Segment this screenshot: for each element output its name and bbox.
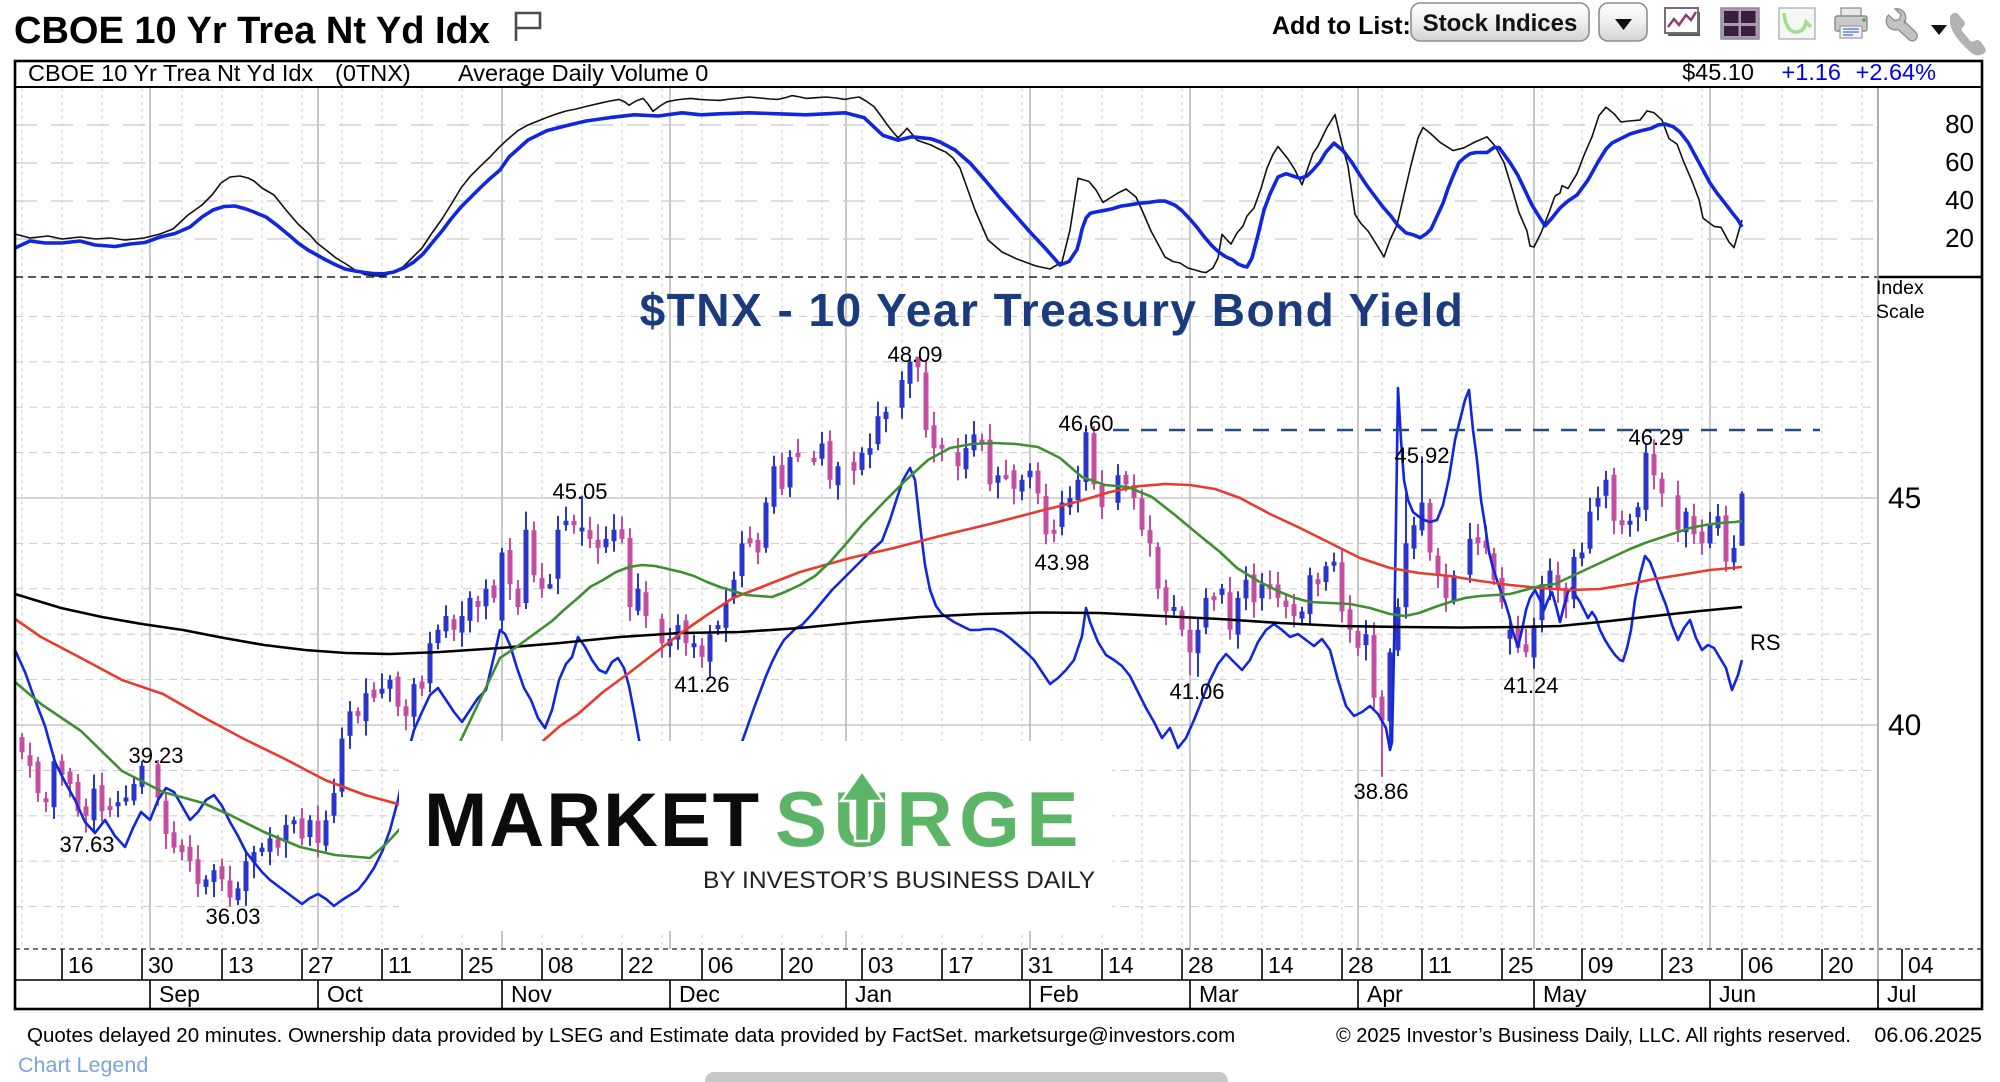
svg-text:Index: Index bbox=[1876, 277, 1924, 299]
svg-text:© 2025 Investor’s Business Dai: © 2025 Investor’s Business Daily, LLC. A… bbox=[1336, 1025, 1851, 1047]
svg-text:+1.16: +1.16 bbox=[1782, 59, 1841, 85]
svg-text:BY INVESTOR’S BUSINESS DAILY: BY INVESTOR’S BUSINESS DAILY bbox=[703, 867, 1095, 894]
svg-text:MARKET: MARKET bbox=[424, 778, 761, 863]
svg-text:20: 20 bbox=[1945, 223, 1974, 253]
svg-text:04: 04 bbox=[1908, 952, 1934, 978]
svg-text:06: 06 bbox=[1748, 952, 1774, 978]
svg-text:Apr: Apr bbox=[1367, 981, 1403, 1007]
svg-text:40: 40 bbox=[1945, 185, 1974, 215]
svg-text:Average Daily Volume 0: Average Daily Volume 0 bbox=[458, 60, 708, 86]
svg-text:31: 31 bbox=[1028, 952, 1054, 978]
svg-text:41.24: 41.24 bbox=[1503, 673, 1558, 698]
svg-text:RS: RS bbox=[1750, 630, 1781, 655]
svg-text:22: 22 bbox=[628, 952, 654, 978]
svg-text:14: 14 bbox=[1108, 952, 1134, 978]
svg-text:46.60: 46.60 bbox=[1058, 411, 1113, 436]
svg-text:39.23: 39.23 bbox=[128, 743, 183, 768]
svg-text:25: 25 bbox=[468, 952, 494, 978]
svg-text:SURGE: SURGE bbox=[775, 775, 1085, 863]
svg-text:08: 08 bbox=[548, 952, 574, 978]
svg-text:$TNX - 10 Year Treasury Bond Y: $TNX - 10 Year Treasury Bond Yield bbox=[640, 284, 1465, 336]
svg-text:14: 14 bbox=[1268, 952, 1294, 978]
svg-text:Feb: Feb bbox=[1039, 981, 1079, 1007]
svg-text:CBOE 10 Yr Trea Nt Yd Idx: CBOE 10 Yr Trea Nt Yd Idx bbox=[28, 60, 313, 86]
svg-text:46.29: 46.29 bbox=[1628, 425, 1683, 450]
svg-text:Jun: Jun bbox=[1719, 981, 1756, 1007]
svg-text:20: 20 bbox=[1828, 952, 1854, 978]
svg-text:06: 06 bbox=[708, 952, 734, 978]
svg-text:37.63: 37.63 bbox=[59, 832, 114, 857]
svg-text:CBOE 10 Yr Trea Nt Yd Idx: CBOE 10 Yr Trea Nt Yd Idx bbox=[14, 10, 490, 52]
svg-text:27: 27 bbox=[308, 952, 334, 978]
svg-text:Quotes delayed 20 minutes. Own: Quotes delayed 20 minutes. Ownership dat… bbox=[27, 1024, 1235, 1047]
svg-text:11: 11 bbox=[1428, 952, 1452, 978]
svg-text:17: 17 bbox=[948, 952, 974, 978]
svg-text:41.26: 41.26 bbox=[674, 672, 729, 697]
svg-text:25: 25 bbox=[1508, 952, 1534, 978]
svg-text:Dec: Dec bbox=[679, 981, 720, 1007]
svg-text:11: 11 bbox=[388, 952, 412, 978]
svg-text:May: May bbox=[1543, 981, 1587, 1007]
svg-text:Sep: Sep bbox=[159, 981, 200, 1007]
svg-text:Jul: Jul bbox=[1887, 981, 1916, 1007]
svg-text:16: 16 bbox=[68, 952, 94, 978]
svg-text:20: 20 bbox=[788, 952, 814, 978]
svg-text:43.98: 43.98 bbox=[1034, 550, 1089, 575]
svg-text:Jan: Jan bbox=[855, 981, 892, 1007]
svg-text:36.03: 36.03 bbox=[205, 904, 260, 929]
svg-text:48.09: 48.09 bbox=[887, 342, 942, 367]
svg-text:Nov: Nov bbox=[511, 981, 552, 1007]
svg-text:Stock Indices: Stock Indices bbox=[1423, 10, 1578, 37]
svg-text:09: 09 bbox=[1588, 952, 1614, 978]
svg-text:Scale: Scale bbox=[1876, 301, 1925, 323]
svg-text:06.06.2025: 06.06.2025 bbox=[1874, 1023, 1982, 1047]
svg-text:45.92: 45.92 bbox=[1394, 443, 1449, 468]
svg-text:03: 03 bbox=[868, 952, 894, 978]
svg-text:45: 45 bbox=[1888, 482, 1921, 515]
svg-text:28: 28 bbox=[1188, 952, 1214, 978]
svg-text:(0TNX): (0TNX) bbox=[335, 60, 411, 86]
svg-text:Add to List:: Add to List: bbox=[1272, 12, 1411, 40]
svg-text:38.86: 38.86 bbox=[1353, 779, 1408, 804]
svg-text:41.06: 41.06 bbox=[1169, 679, 1224, 704]
svg-text:Oct: Oct bbox=[327, 981, 363, 1007]
svg-text:60: 60 bbox=[1945, 147, 1974, 177]
svg-text:30: 30 bbox=[148, 952, 174, 978]
svg-text:23: 23 bbox=[1668, 952, 1694, 978]
svg-text:Chart Legend: Chart Legend bbox=[18, 1053, 148, 1077]
svg-text:45.05: 45.05 bbox=[552, 479, 607, 504]
svg-text:28: 28 bbox=[1348, 952, 1374, 978]
svg-text:+2.64%: +2.64% bbox=[1856, 59, 1936, 85]
svg-text:13: 13 bbox=[228, 952, 254, 978]
svg-text:80: 80 bbox=[1945, 109, 1974, 139]
svg-text:40: 40 bbox=[1888, 709, 1921, 742]
svg-text:$45.10: $45.10 bbox=[1682, 59, 1754, 85]
svg-text:Mar: Mar bbox=[1199, 981, 1239, 1007]
